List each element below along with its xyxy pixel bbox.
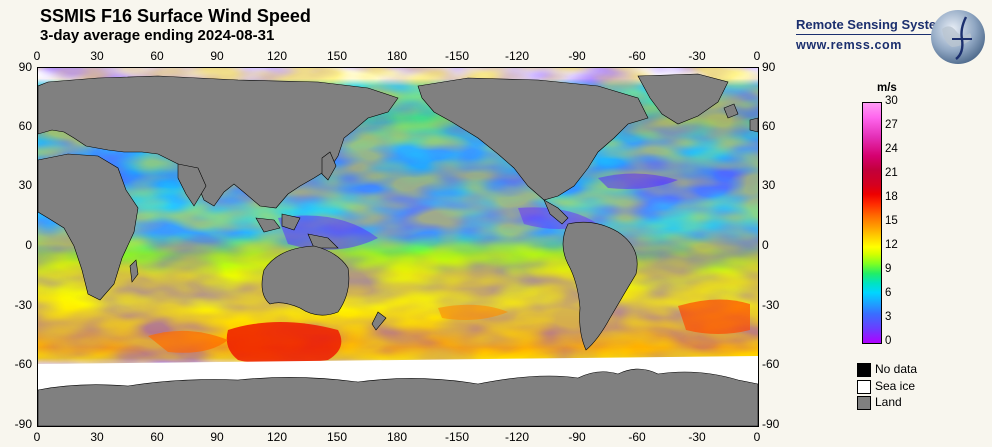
brand-url: www.remss.com: [796, 38, 902, 52]
globe-logo-icon: [931, 10, 985, 64]
x-tick-label: -30: [688, 430, 706, 444]
legend-label: No data: [875, 362, 918, 376]
x-tick-label: 120: [266, 430, 288, 444]
x-tick-label: -30: [688, 49, 706, 63]
y-tick-label: 90: [18, 60, 32, 74]
x-tick-label: 30: [90, 430, 104, 444]
x-tick-label: -90: [568, 49, 586, 63]
colorbar-tick-label: 3: [885, 311, 892, 323]
x-tick-label: -150: [444, 430, 470, 444]
colorbar-tick-label: 18: [885, 191, 898, 203]
y-tick-label: 0: [25, 238, 32, 252]
map-canvas: [38, 68, 758, 426]
brand-divider: [796, 34, 946, 35]
legend-swatch: [857, 379, 871, 394]
wind-speed-map: [37, 67, 759, 427]
x-tick-label: -60: [628, 49, 646, 63]
x-tick-label: 30: [90, 49, 104, 63]
colorbar-tick-label: 6: [885, 287, 892, 299]
y-tick-label: 90: [762, 60, 776, 74]
y-tick-label: 30: [762, 178, 776, 193]
y-tick-label: -60: [14, 357, 32, 372]
x-tick-label: 180: [386, 430, 408, 444]
y-tick-label: -30: [14, 297, 32, 312]
x-tick-label: -90: [568, 430, 586, 444]
y-tick-label: 0: [762, 238, 769, 252]
colorbar-tick-label: 12: [885, 239, 898, 251]
x-tick-label: 60: [150, 49, 164, 63]
brand-name: Remote Sensing Systems: [796, 17, 955, 32]
x-tick-label: 0: [753, 49, 761, 63]
x-tick-label: -120: [504, 430, 530, 444]
colorbar-tick-label: 24: [885, 143, 898, 155]
y-tick-label: 60: [762, 118, 776, 133]
x-tick-label: -60: [628, 430, 646, 444]
y-tick-label: 60: [18, 118, 32, 133]
x-tick-label: 0: [33, 49, 41, 63]
colorbar-tick-label: 15: [885, 215, 898, 227]
y-tick-label: -90: [762, 417, 780, 431]
x-tick-label: 0: [753, 430, 761, 444]
colorbar-tick-label: 0: [885, 335, 892, 347]
x-tick-label: 150: [326, 430, 348, 444]
colorbar-units: m/s: [877, 82, 897, 94]
x-tick-label: -120: [504, 49, 530, 63]
x-tick-label: 90: [210, 49, 224, 63]
legend-label: Sea ice: [875, 378, 916, 393]
y-tick-label: -60: [762, 357, 780, 372]
y-tick-label: 30: [18, 178, 32, 193]
colorbar-tick-label: 27: [885, 119, 898, 131]
y-tick-label: -90: [14, 417, 32, 431]
map-subtitle: 3-day average ending 2024-08-31: [40, 27, 275, 44]
colorbar-tick-label: 9: [885, 263, 892, 275]
x-tick-label: 0: [33, 430, 41, 444]
colorbar-tick-label: 30: [885, 95, 898, 107]
x-tick-label: 120: [266, 49, 288, 63]
x-tick-label: 150: [326, 49, 348, 63]
x-tick-label: 60: [150, 430, 164, 444]
legend-swatch: [857, 396, 871, 410]
colorbar: [862, 102, 882, 344]
legend-label: Land: [875, 395, 902, 409]
map-title: SSMIS F16 Surface Wind Speed: [40, 6, 311, 26]
legend-swatch: [857, 363, 871, 377]
x-tick-label: -150: [444, 49, 470, 63]
colorbar-tick-label: 21: [885, 167, 898, 179]
x-tick-label: 180: [386, 49, 408, 63]
x-tick-label: 90: [210, 430, 224, 444]
y-tick-label: -30: [762, 297, 780, 312]
